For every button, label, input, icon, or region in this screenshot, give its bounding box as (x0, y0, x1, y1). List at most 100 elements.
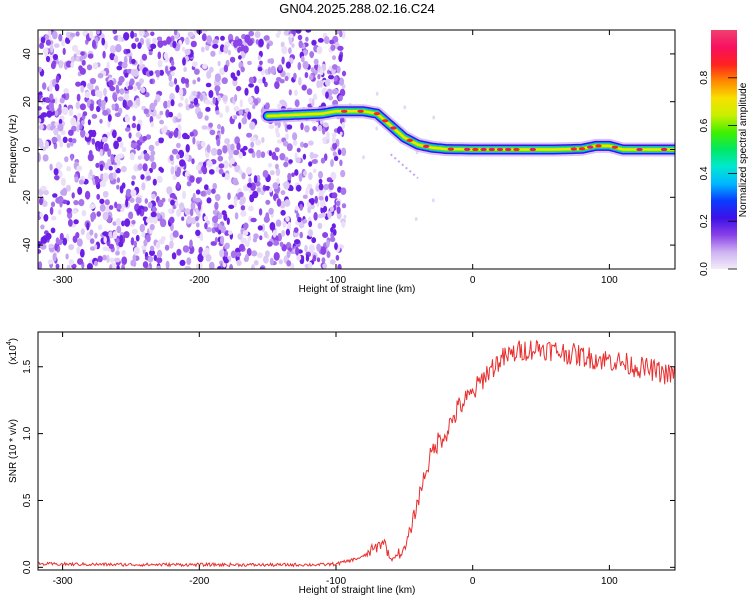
spectrogram-noise-dot (181, 216, 185, 221)
spectrogram-noise-dot (269, 187, 273, 193)
spectrogram-noise-dot (149, 245, 155, 252)
spectrogram-noise-dot (106, 132, 110, 138)
spectrogram-noise-dot (264, 185, 271, 191)
spectrogram-noise-dot (197, 143, 202, 151)
spectrogram-noise-dot (137, 155, 142, 160)
spectrogram-noise-dot (285, 133, 289, 141)
spectrogram-noise-dot (276, 139, 283, 144)
spectrogram-noise-dot (288, 36, 293, 46)
spectrogram-noise-dot (276, 198, 282, 207)
spectrogram-x-label: Height of straight line (km) (299, 284, 416, 295)
spectrogram-noise-dot (201, 30, 208, 33)
spectrogram-noise-dot (48, 102, 54, 110)
spectrogram-noise-dot (112, 129, 117, 139)
spectrogram-noise-dot (326, 251, 331, 258)
spectrogram-noise-dot (309, 188, 314, 196)
spectrogram-noise-dot (107, 148, 112, 158)
spectrogram-noise-dot (86, 64, 93, 71)
spectrogram-noise-dot (89, 169, 93, 177)
spectrogram-noise-dot (268, 207, 274, 215)
spectrogram-peak-mark (587, 145, 594, 149)
spectrogram-noise-dot (323, 183, 330, 191)
spectrogram-noise-dot (300, 256, 305, 262)
spectrogram-noise-dot (320, 200, 326, 209)
snr-x-tick-label: 0 (470, 576, 476, 587)
spectrogram-noise-dot (176, 248, 182, 256)
spectrogram-noise-dot (172, 230, 179, 238)
spectrogram-noise-dot (146, 39, 150, 48)
spectrogram-noise-dot (79, 55, 83, 62)
spectrogram-noise-dot (199, 94, 204, 102)
spectrogram-noise-dot (206, 35, 212, 44)
spectrogram-noise-dot (118, 241, 124, 248)
spectrogram-noise-dot (131, 228, 138, 235)
spectrogram-noise-dot (87, 153, 94, 162)
spectrogram-noise-dot (305, 187, 309, 196)
snr-x-tick-label: 100 (601, 576, 618, 587)
spectrogram-noise-dot (205, 44, 210, 51)
spectrogram-x-tick-label: -100 (326, 275, 346, 286)
spectrogram-noise-dot (102, 231, 109, 237)
spectrogram-noise-dot (309, 51, 314, 59)
spectrogram-noise-dot (253, 175, 258, 184)
spectrogram-noise-dot (248, 30, 255, 37)
spectrogram-noise-dot (283, 161, 289, 168)
spectrogram-noise-dot (43, 189, 49, 196)
spectrogram-noise-dot (230, 250, 237, 259)
spectrogram-noise-dot (277, 103, 282, 109)
colorbar-tick-label: 0.0 (699, 262, 710, 276)
spectrogram-noise-dot (280, 209, 286, 216)
spectrogram-noise-dot (102, 109, 109, 116)
spectrogram-noise-dot (215, 87, 219, 96)
spectrogram-noise-dot (80, 51, 85, 56)
spectrogram-noise-dot (375, 126, 379, 131)
spectrogram-noise-dot (318, 170, 323, 179)
spectrogram-noise-dot (51, 215, 57, 221)
spectrogram-noise-dot (127, 99, 133, 108)
spectrogram-noise-dot (100, 173, 104, 181)
colorbar-tick-label: 0.2 (699, 214, 710, 228)
spectrogram-noise-dot (217, 155, 224, 162)
spectrogram-noise-dot (199, 234, 204, 242)
spectrogram-noise-dot (235, 85, 242, 92)
spectrogram-noise-dot (206, 188, 212, 196)
spectrogram-noise-dot (109, 85, 116, 92)
spectrogram-noise-dot (68, 108, 73, 117)
spectrogram-noise-dot (148, 144, 155, 152)
spectrogram-noise-dot (271, 151, 277, 160)
spectrogram-noise-dot (259, 60, 263, 66)
spectrogram-noise-dot (76, 93, 81, 102)
spectrogram-noise-dot (176, 166, 182, 175)
spectrogram-noise-dot (75, 31, 80, 37)
spectrogram-noise-dot (230, 143, 235, 151)
spectrogram-noise-dot (59, 97, 65, 104)
spectrogram-noise-dot (244, 87, 249, 96)
spectrogram-noise-dot (244, 240, 250, 248)
spectrogram-noise-dot (223, 64, 229, 73)
spectrogram-noise-dot (173, 78, 178, 85)
spectrogram-peak-mark (447, 147, 454, 151)
spectrogram-noise-dot (219, 67, 226, 76)
spectrogram-noise-dot (135, 197, 142, 204)
spectrogram-noise-dot (247, 111, 252, 120)
spectrogram-noise-dot (319, 69, 324, 76)
spectrogram-noise-dot (269, 170, 275, 176)
spectrogram-noise-dot (336, 206, 341, 215)
spectrogram-noise-dot (130, 30, 135, 39)
spectrogram-noise-dot (89, 77, 97, 85)
spectrogram-noise-dot (116, 136, 122, 143)
spectrogram-noise-dot (168, 132, 173, 139)
spectrogram-noise-dot (215, 166, 220, 173)
spectrogram-noise-dot (184, 78, 189, 85)
spectrogram-noise-dot (235, 251, 242, 257)
spectrogram-noise-dot (121, 61, 128, 69)
spectrogram-noise-dot (71, 44, 79, 52)
spectrogram-noise-dot (206, 70, 212, 79)
spectrogram-noise-dot (432, 198, 435, 203)
spectrogram-noise-dot (71, 209, 78, 214)
spectrogram-noise-dot (52, 252, 57, 262)
spectrogram-noise-dot (70, 56, 75, 64)
spectrogram-noise-dot (308, 229, 313, 237)
spectrogram-noise-dot (194, 68, 200, 75)
spectrogram-noise-dot (308, 172, 313, 181)
